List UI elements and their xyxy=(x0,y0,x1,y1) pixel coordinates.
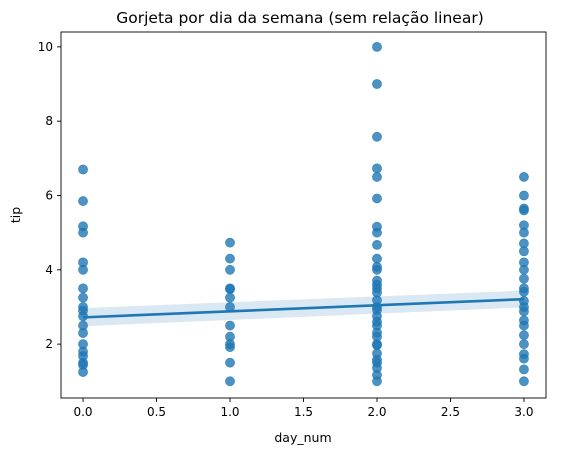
data-point xyxy=(519,246,529,257)
data-point xyxy=(519,286,529,297)
data-point xyxy=(225,357,235,368)
data-point xyxy=(519,353,529,364)
data-point xyxy=(225,342,235,352)
x-tick-label: 0.5 xyxy=(147,405,166,419)
data-point xyxy=(78,328,88,338)
data-point xyxy=(372,376,382,387)
data-point xyxy=(372,253,382,264)
data-point xyxy=(372,172,382,182)
data-point xyxy=(372,193,382,204)
x-tick-label: 3.0 xyxy=(514,405,533,419)
data-point xyxy=(78,283,88,294)
y-tick-label: 8 xyxy=(45,114,53,128)
data-point xyxy=(78,264,88,275)
data-point xyxy=(519,364,529,375)
y-tick-label: 6 xyxy=(45,188,53,202)
data-point xyxy=(225,264,235,275)
data-point xyxy=(519,376,529,387)
x-axis-ticks: 0.0 0.5 1.0 1.5 2.0 2.5 3.0 xyxy=(73,398,534,419)
y-tick-label: 2 xyxy=(45,337,53,351)
x-tick-label: 2.0 xyxy=(367,405,386,419)
data-point xyxy=(78,367,88,377)
data-point xyxy=(519,320,529,331)
data-point xyxy=(78,196,88,206)
regression-line-layer xyxy=(82,297,525,319)
data-point xyxy=(519,172,529,182)
data-point xyxy=(372,240,382,250)
y-tick-label: 10 xyxy=(38,40,53,54)
data-point xyxy=(225,376,235,387)
chart-title: Gorjeta por dia da semana (sem relação l… xyxy=(116,9,484,27)
data-point xyxy=(519,227,529,238)
data-point xyxy=(225,284,235,295)
x-tick-label: 1.0 xyxy=(220,405,239,419)
data-point xyxy=(519,273,529,284)
data-point xyxy=(78,164,88,175)
x-tick-label: 2.5 xyxy=(441,405,460,419)
data-point xyxy=(372,340,382,351)
data-point xyxy=(519,330,529,341)
y-tick-label: 4 xyxy=(45,263,53,277)
data-point xyxy=(225,292,235,303)
data-point xyxy=(372,79,382,89)
x-tick-label: 1.5 xyxy=(294,405,313,419)
y-axis-ticks: 2 4 6 8 10 xyxy=(38,40,61,351)
data-point xyxy=(519,306,529,317)
regression-line xyxy=(82,297,525,319)
data-point xyxy=(519,205,529,216)
data-point xyxy=(372,264,382,275)
x-tick-label: 0.0 xyxy=(73,405,92,419)
data-point xyxy=(78,292,88,303)
data-point xyxy=(372,227,382,238)
y-axis-label: tip xyxy=(8,207,23,223)
x-axis-label: day_num xyxy=(274,430,331,445)
data-point xyxy=(519,190,529,201)
data-point xyxy=(78,227,88,238)
data-point xyxy=(372,131,382,142)
data-point xyxy=(519,339,529,350)
data-point xyxy=(225,253,235,264)
data-point xyxy=(372,163,382,174)
data-point xyxy=(372,41,382,52)
data-point xyxy=(519,264,529,275)
plot-area xyxy=(61,32,546,398)
data-point xyxy=(225,320,235,331)
data-point xyxy=(225,237,235,248)
